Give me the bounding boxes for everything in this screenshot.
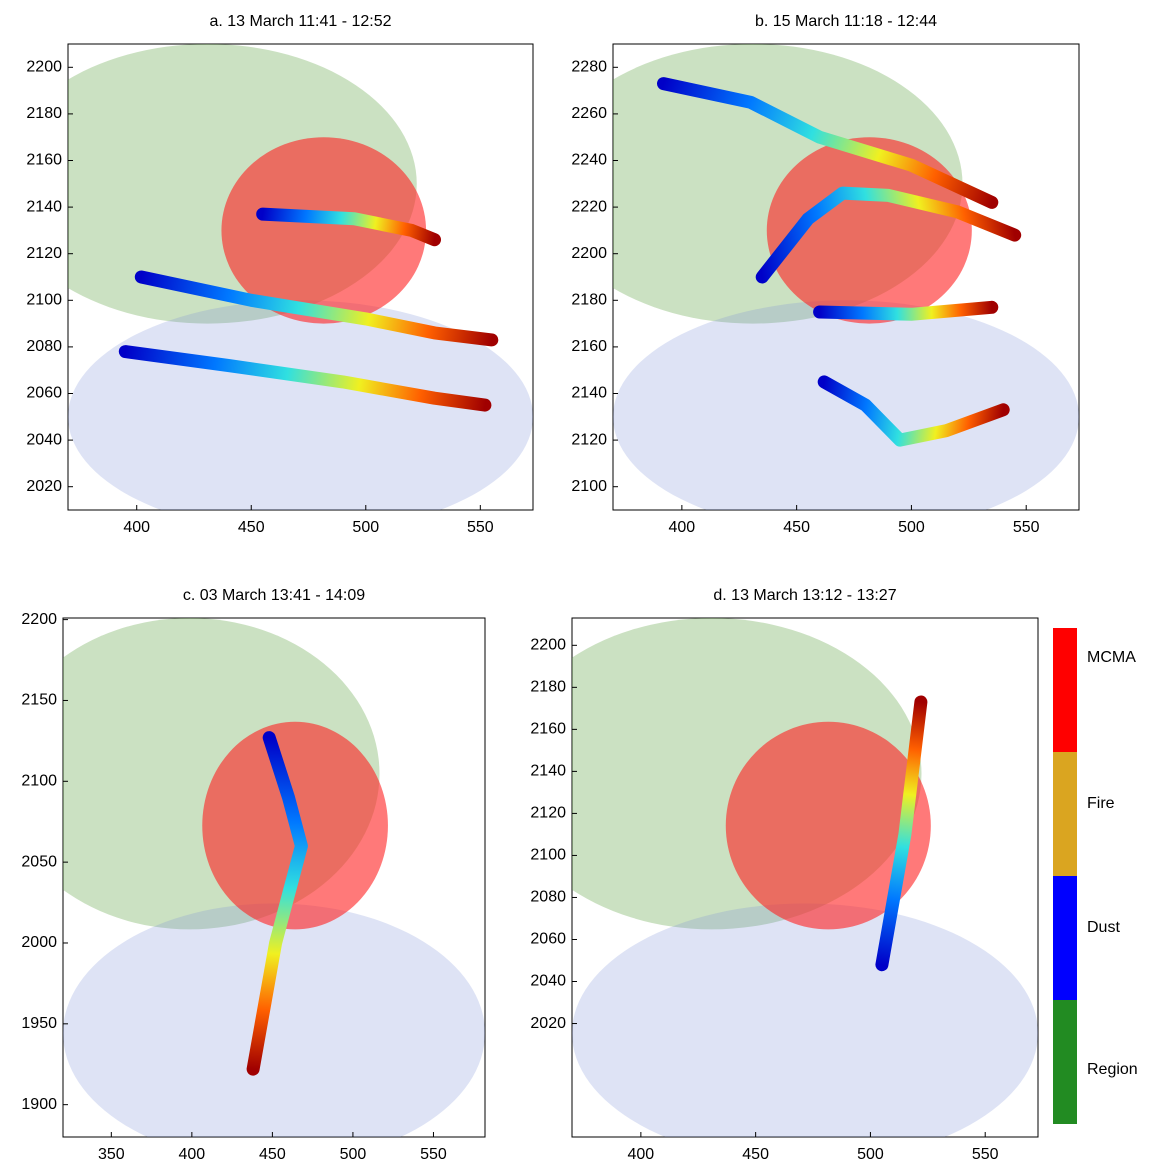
y-tick-label: 2140 xyxy=(571,385,607,402)
y-tick-label: 2040 xyxy=(26,431,62,448)
colorbar-segment xyxy=(1053,876,1077,1000)
y-tick-label: 2050 xyxy=(21,853,57,870)
plot-content xyxy=(613,44,1079,510)
y-tick-label: 2020 xyxy=(26,478,62,495)
x-tick-label: 500 xyxy=(898,519,925,536)
x-tick-label: 400 xyxy=(179,1146,206,1163)
flight-track xyxy=(657,77,999,209)
mcma-texture xyxy=(725,721,931,930)
dust-texture xyxy=(63,903,485,1137)
chart-title: d. 13 March 13:12 - 13:27 xyxy=(713,587,896,604)
y-tick-label: 2180 xyxy=(26,105,62,122)
x-tick-label: 400 xyxy=(669,519,696,536)
chart-title: b. 15 March 11:18 - 12:44 xyxy=(755,13,937,30)
x-tick-label: 550 xyxy=(420,1146,447,1163)
colorbar-segment xyxy=(1053,628,1077,752)
y-tick-label: 2200 xyxy=(26,59,62,76)
y-tick-label: 2200 xyxy=(530,637,566,654)
y-tick-label: 2000 xyxy=(21,934,57,951)
y-tick-label: 2060 xyxy=(26,385,62,402)
plot-content xyxy=(68,44,533,510)
y-tick-label: 2160 xyxy=(530,721,566,738)
x-tick-label: 450 xyxy=(742,1146,769,1163)
colorbar-label: MCMA xyxy=(1087,649,1136,666)
flight-track xyxy=(817,375,1010,447)
y-tick-label: 2150 xyxy=(21,692,57,709)
x-tick-label: 550 xyxy=(467,519,494,536)
y-tick-label: 2240 xyxy=(571,152,607,169)
y-tick-label: 2100 xyxy=(21,773,57,790)
y-tick-label: 2060 xyxy=(530,931,566,948)
y-tick-label: 2160 xyxy=(571,338,607,355)
x-tick-label: 500 xyxy=(340,1146,367,1163)
y-tick-label: 2280 xyxy=(571,59,607,76)
y-tick-label: 2120 xyxy=(26,245,62,262)
x-tick-label: 350 xyxy=(98,1146,125,1163)
y-tick-label: 2140 xyxy=(26,198,62,215)
flight-track xyxy=(755,186,1022,284)
x-tick-label: 450 xyxy=(238,519,265,536)
colorbar-label: Dust xyxy=(1087,919,1120,936)
y-tick-label: 1950 xyxy=(21,1015,57,1032)
flight-track xyxy=(256,207,441,247)
flight-track xyxy=(875,695,928,972)
x-tick-label: 400 xyxy=(628,1146,655,1163)
y-tick-label: 2040 xyxy=(530,973,566,990)
plot-content xyxy=(63,618,485,1137)
x-tick-label: 550 xyxy=(972,1146,999,1163)
y-tick-label: 2020 xyxy=(530,1015,566,1032)
y-tick-label: 2140 xyxy=(530,763,566,780)
flight-track xyxy=(118,345,492,412)
chart-title: c. 03 March 13:41 - 14:09 xyxy=(183,587,365,604)
mcma-texture xyxy=(221,137,427,324)
flight-track xyxy=(813,300,999,321)
y-tick-label: 2260 xyxy=(571,105,607,122)
y-tick-label: 2080 xyxy=(530,889,566,906)
x-tick-label: 500 xyxy=(857,1146,884,1163)
y-tick-label: 2080 xyxy=(26,338,62,355)
flight-track xyxy=(246,731,308,1076)
x-tick-label: 500 xyxy=(352,519,379,536)
y-tick-label: 2180 xyxy=(530,679,566,696)
y-tick-label: 2120 xyxy=(530,805,566,822)
x-tick-label: 550 xyxy=(1013,519,1040,536)
y-tick-label: 1900 xyxy=(21,1096,57,1113)
plot-content xyxy=(572,618,1038,1137)
colorbar-label: Region xyxy=(1087,1061,1138,1078)
chart-title: a. 13 March 11:41 - 12:52 xyxy=(209,13,391,30)
flight-track xyxy=(134,270,499,347)
dust-texture xyxy=(68,300,533,510)
colorbar-label: Fire xyxy=(1087,795,1115,812)
x-tick-label: 400 xyxy=(123,519,150,536)
colorbar-segment xyxy=(1053,752,1077,876)
colorbar-segment xyxy=(1053,1000,1077,1124)
x-tick-label: 450 xyxy=(259,1146,286,1163)
y-tick-label: 2220 xyxy=(571,198,607,215)
y-tick-label: 2200 xyxy=(21,611,57,628)
dust-texture xyxy=(572,903,1038,1137)
y-tick-label: 2100 xyxy=(530,847,566,864)
dust-texture xyxy=(613,300,1079,510)
y-tick-label: 2100 xyxy=(26,292,62,309)
y-tick-label: 2100 xyxy=(571,478,607,495)
y-tick-label: 2200 xyxy=(571,245,607,262)
y-tick-label: 2160 xyxy=(26,152,62,169)
y-tick-label: 2120 xyxy=(571,431,607,448)
mcma-texture xyxy=(766,137,972,324)
y-tick-label: 2180 xyxy=(571,292,607,309)
x-tick-label: 450 xyxy=(783,519,810,536)
